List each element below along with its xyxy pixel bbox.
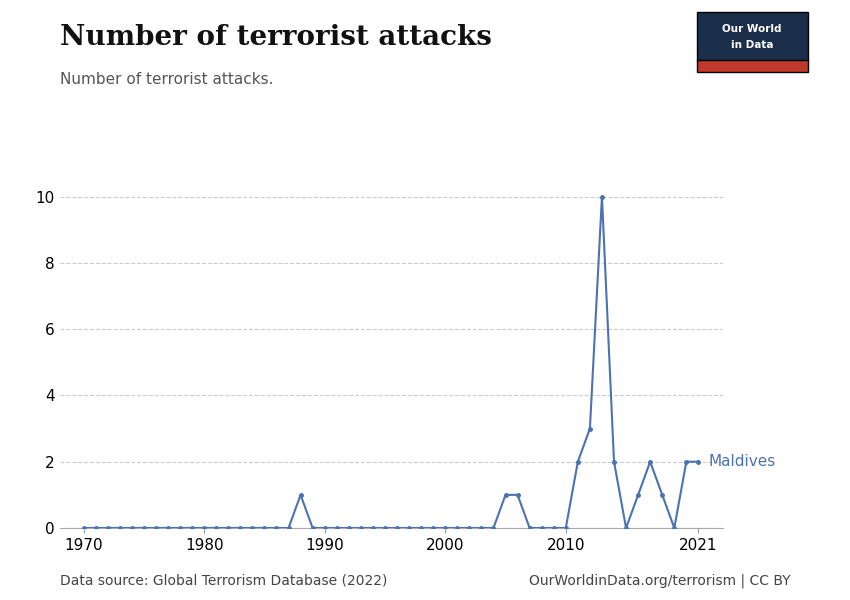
Text: Number of terrorist attacks.: Number of terrorist attacks. xyxy=(60,72,273,87)
Text: Our World: Our World xyxy=(722,24,782,34)
FancyBboxPatch shape xyxy=(697,12,808,61)
Text: Number of terrorist attacks: Number of terrorist attacks xyxy=(60,24,491,51)
Text: in Data: in Data xyxy=(731,40,774,50)
FancyBboxPatch shape xyxy=(697,60,808,72)
Text: Maldives: Maldives xyxy=(708,454,775,469)
Text: OurWorldinData.org/terrorism | CC BY: OurWorldinData.org/terrorism | CC BY xyxy=(529,574,791,588)
Text: Data source: Global Terrorism Database (2022): Data source: Global Terrorism Database (… xyxy=(60,574,387,588)
